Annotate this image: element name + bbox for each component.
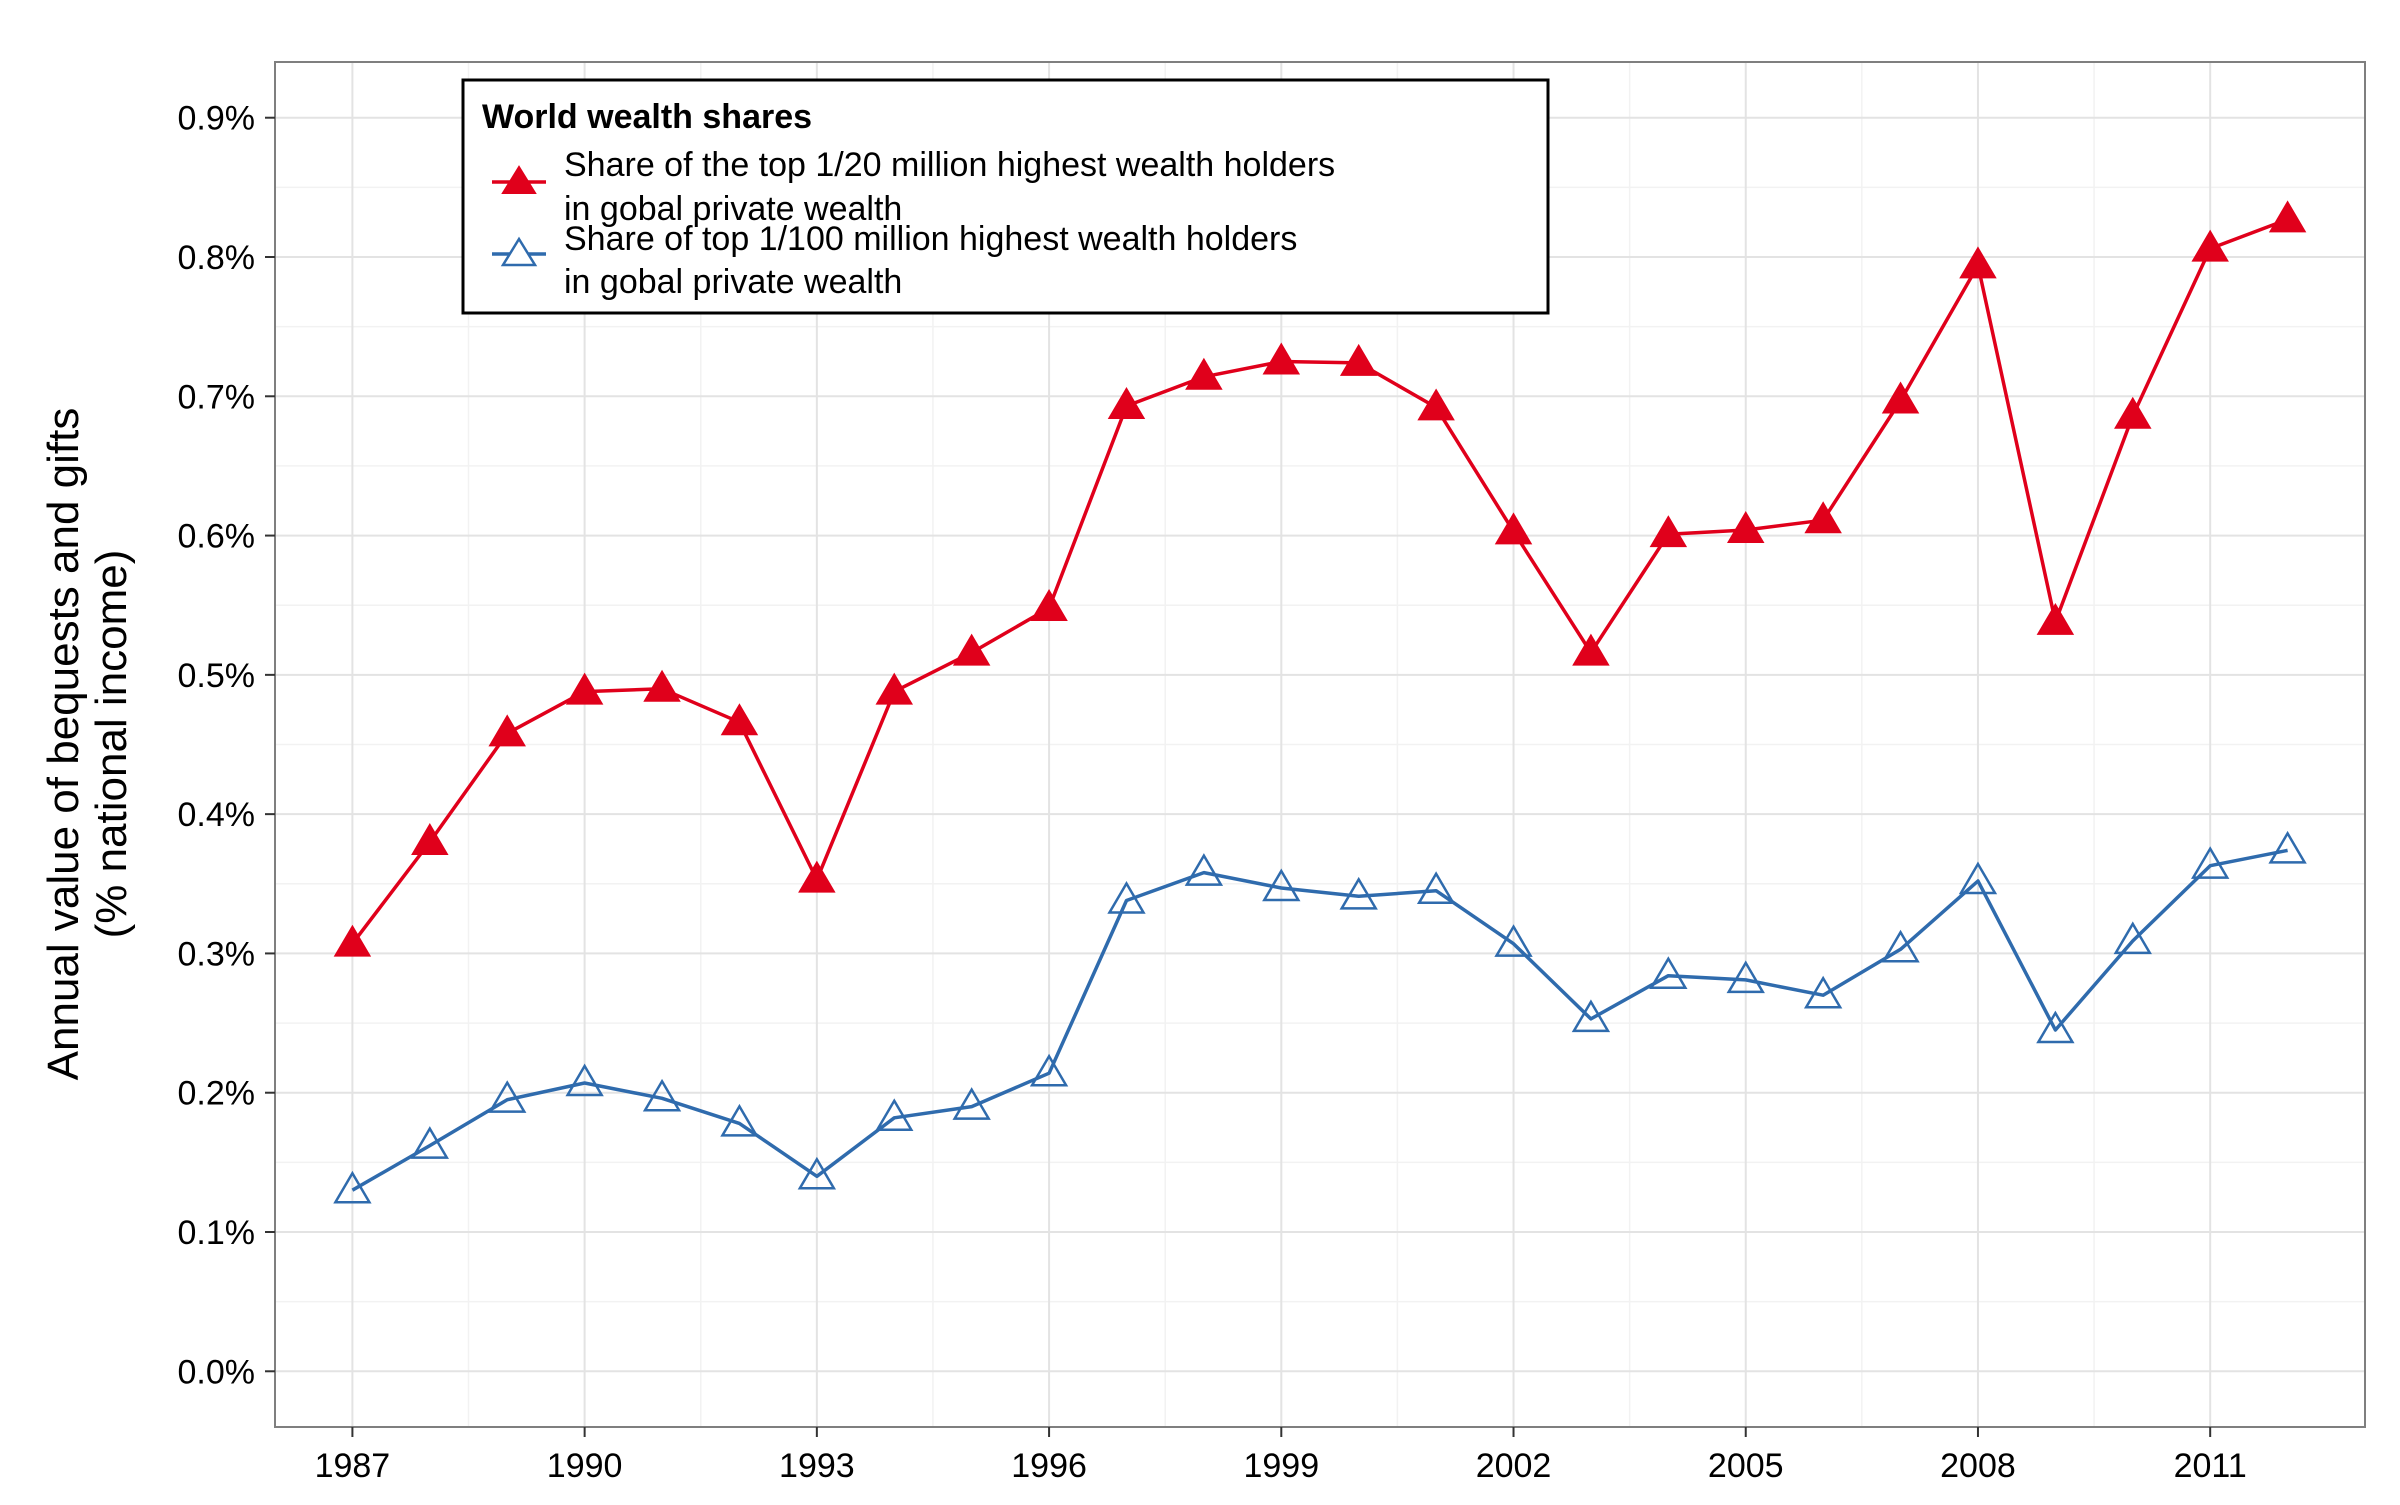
data-point-marker [1494, 924, 1533, 957]
data-point-marker [1339, 876, 1378, 910]
legend-label-top-1-20-line-1: Share of the top 1/20 million highest we… [564, 146, 1335, 184]
data-point-marker [2268, 830, 2307, 864]
x-tick-label: 1996 [1011, 1447, 1087, 1485]
x-tick-label: 1990 [547, 1447, 623, 1485]
data-point-marker [1184, 853, 1224, 886]
data-point-marker [1881, 929, 1920, 963]
y-tick-label: 0.2% [178, 1075, 256, 1113]
data-point-marker [1339, 343, 1378, 376]
data-point-marker [642, 1078, 682, 1112]
data-point-marker [952, 1087, 991, 1120]
y-axis-title-line-2: (% national income) [87, 550, 136, 939]
data-point-marker [565, 672, 604, 705]
data-point-marker [1571, 999, 1611, 1033]
data-point-marker [1185, 357, 1223, 390]
data-point-marker [952, 633, 991, 666]
data-point-marker [1804, 501, 1842, 534]
data-point-marker [1494, 512, 1533, 545]
legend-title: World wealth shares [482, 98, 812, 136]
y-axis-title: Annual value of bequests and gifts (% na… [39, 408, 136, 1081]
y-tick-label: 0.3% [178, 935, 256, 973]
data-point-marker [1649, 515, 1688, 548]
legend-key-open-triangle-marker [500, 236, 538, 267]
legend-key-filled-triangle-marker [501, 165, 537, 194]
data-point-marker [488, 714, 526, 747]
series-1 [333, 200, 2307, 957]
data-point-marker [875, 1098, 914, 1132]
data-point-marker [1881, 381, 1920, 414]
data-point-marker [1262, 342, 1301, 375]
data-point-marker [1803, 975, 1843, 1009]
legend-label-top-1-100-line-1: Share of top 1/100 million highest wealt… [564, 220, 1297, 258]
data-point-marker [875, 672, 914, 705]
data-point-marker [2191, 846, 2230, 879]
x-tick-label: 1993 [779, 1447, 855, 1485]
data-point-marker [488, 1080, 527, 1113]
data-point-marker [720, 703, 759, 736]
x-tick-label: 2002 [1476, 1447, 1552, 1485]
y-tick-label: 0.7% [178, 378, 256, 416]
data-point-marker [1958, 861, 1998, 895]
axes: 0.0% 0.1% 0.2% 0.3% 0.4% 0.5% 0.6% 0.7% 0.8% 0.9%… [178, 100, 2247, 1485]
data-point-marker [1959, 246, 1997, 279]
x-tick-label: 2005 [1708, 1447, 1784, 1485]
data-point-marker [2036, 602, 2075, 635]
x-tick-label: 2008 [1940, 1447, 2016, 1485]
data-point-marker [2268, 200, 2307, 233]
y-tick-label: 0.0% [178, 1353, 256, 1391]
data-point-marker [2036, 1010, 2075, 1044]
legend-label-top-1-100-line-2: in gobal private wealth [564, 263, 902, 301]
data-point-marker [1726, 511, 1765, 543]
series-2 [333, 830, 2307, 1204]
data-point-marker [2113, 921, 2152, 955]
y-tick-label: 0.1% [178, 1214, 256, 1252]
y-tick-label: 0.4% [178, 796, 256, 834]
data-point-marker [410, 1126, 449, 1159]
data-point-marker [1726, 960, 1765, 994]
y-tick-label: 0.5% [178, 657, 256, 695]
data-point-marker [1029, 1053, 1069, 1087]
legend-box [461, 78, 1550, 315]
legend-label-top-1-20-line-2: in gobal private wealth [564, 190, 902, 228]
data-point-marker [1107, 881, 1146, 914]
y-tick-label: 0.9% [178, 100, 256, 138]
x-tick-label: 2011 [2174, 1447, 2247, 1485]
data-point-marker [1416, 871, 1456, 904]
data-point-marker [1417, 388, 1455, 421]
y-tick-label: 0.8% [178, 239, 256, 277]
plot-panel-border [274, 61, 2366, 1428]
data-point-marker [720, 1103, 759, 1137]
data-point-marker [1572, 633, 1610, 666]
y-axis-title-line-1: Annual value of bequests and gifts [39, 408, 88, 1081]
x-tick-label: 1999 [1243, 1447, 1319, 1485]
y-tick-label: 0.6% [178, 518, 256, 556]
data-point-marker [565, 1063, 604, 1097]
data-point-marker [1107, 387, 1146, 420]
data-point-marker [1649, 956, 1688, 989]
data-point-marker [2114, 396, 2152, 429]
data-point-marker [798, 860, 836, 893]
data-point-marker [797, 1156, 837, 1190]
data-point-marker [2191, 229, 2229, 262]
data-point-marker [643, 669, 681, 702]
legend: World wealth shares Share of the top 1/2… [461, 78, 1550, 315]
data-point-marker [1030, 589, 1068, 621]
data-series [333, 200, 2307, 1204]
data-point-marker [333, 924, 372, 957]
data-point-marker [333, 1170, 372, 1204]
data-point-marker [411, 823, 449, 855]
data-point-marker [1262, 868, 1301, 902]
x-tick-label: 1987 [315, 1447, 391, 1485]
